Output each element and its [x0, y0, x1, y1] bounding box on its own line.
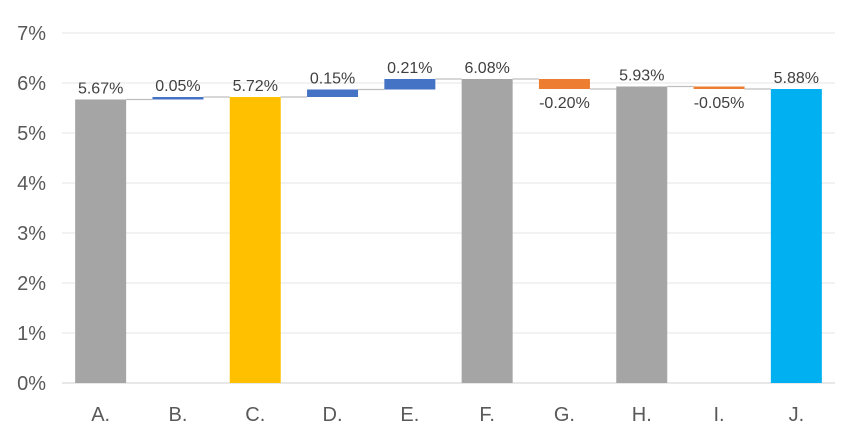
y-tick-label: 0% — [17, 373, 46, 395]
x-category-label: J. — [789, 404, 805, 426]
bar-decrease — [538, 79, 590, 89]
bar-total — [770, 89, 822, 383]
bar-total — [229, 97, 281, 383]
connector-lines — [126, 78, 771, 101]
data-label: 5.88% — [774, 70, 819, 87]
bar-decrease — [693, 86, 745, 89]
y-tick-label: 7% — [17, 23, 46, 45]
data-label: 0.15% — [310, 71, 355, 88]
y-tick-label: 1% — [17, 323, 46, 345]
bar-increase — [152, 97, 204, 100]
x-category-label: D. — [323, 404, 343, 426]
bar-increase — [384, 79, 436, 90]
y-axis-tick-labels: 0% 1% 2% 3% 4% 5% 6% 7% — [17, 23, 46, 395]
bar-increase — [307, 89, 359, 97]
data-label: 5.72% — [233, 78, 278, 95]
data-label: 6.08% — [464, 60, 509, 77]
bars — [75, 79, 822, 383]
data-labels: 5.67% 0.05% 5.72% 0.15% 0.21% 6.08% -0.20% 5.93… — [78, 60, 819, 112]
gridlines — [62, 32, 835, 384]
y-tick-label: 2% — [17, 273, 46, 295]
y-tick-label: 5% — [17, 123, 46, 145]
x-category-label: C. — [245, 404, 265, 426]
data-label: 5.67% — [78, 81, 123, 98]
x-category-label: B. — [168, 404, 187, 426]
x-category-label: E. — [400, 404, 419, 426]
x-category-label: A. — [91, 404, 110, 426]
bar-total — [75, 99, 127, 383]
data-label: -0.05% — [694, 95, 745, 112]
y-tick-label: 4% — [17, 173, 46, 195]
data-label: 0.05% — [155, 78, 200, 95]
x-category-label: H. — [632, 404, 652, 426]
bar-total — [616, 86, 668, 383]
data-label: 0.21% — [387, 60, 432, 77]
bar-total — [461, 79, 513, 383]
x-category-label: G. — [554, 404, 575, 426]
x-axis-category-labels: A. B. C. D. E. F. G. H. I. J. — [91, 404, 804, 426]
data-label: 5.93% — [619, 68, 664, 85]
y-tick-label: 3% — [17, 223, 46, 245]
y-tick-label: 6% — [17, 73, 46, 95]
x-category-label: I. — [713, 404, 724, 426]
data-label: -0.20% — [539, 95, 590, 112]
x-category-label: F. — [479, 404, 495, 426]
